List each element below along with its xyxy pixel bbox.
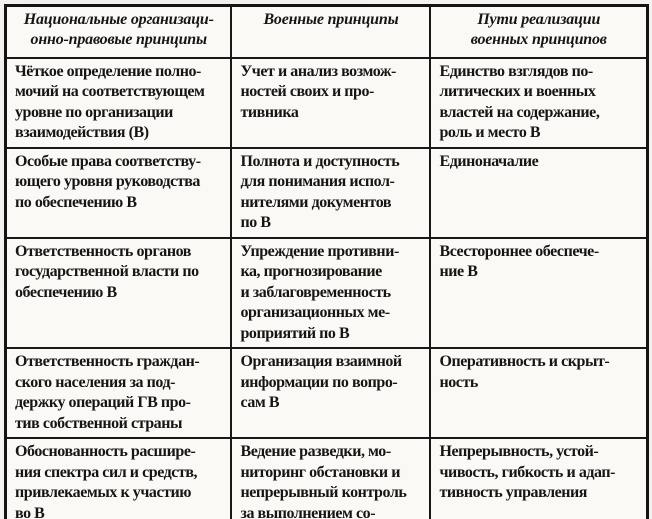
table-cell: Единство взглядов по- литических и военн… xyxy=(429,56,649,149)
table-header-row: Национальные организаци- онно-правовые п… xyxy=(4,4,649,59)
column-header-military-principles: Военные принципы xyxy=(230,4,432,59)
principles-table: Национальные организаци- онно-правовые п… xyxy=(4,4,649,519)
table-cell: Единоначалие xyxy=(429,146,649,239)
table-cell: Обоснованность расшире- ния спектра сил … xyxy=(4,437,233,519)
table-cell: Ответственность органов государственной … xyxy=(4,236,233,349)
table-row: Ответственность органов государственной … xyxy=(4,236,649,349)
table-cell: Чёткое определение полно- мочий на соотв… xyxy=(4,56,233,149)
table-cell: Упреждение противни- ка, прогнозирование… xyxy=(230,236,432,349)
table-cell: Всестороннее обеспече- ние В xyxy=(429,236,649,349)
table-cell: Ведение разведки, мо- ниторинг обстановк… xyxy=(230,437,432,519)
table-row: Особые права соответству- ющего уровня р… xyxy=(4,146,649,239)
table-cell: Ответственность граждан- ского населения… xyxy=(4,347,233,439)
table-row: Чёткое определение полно- мочий на соотв… xyxy=(4,56,649,149)
column-header-implementation-paths: Пути реализации военных принципов xyxy=(429,4,649,59)
table-row: Обоснованность расшире- ния спектра сил … xyxy=(4,437,649,519)
table-cell: Учет и анализ возмож- ностей своих и про… xyxy=(230,56,432,149)
column-header-national-legal-principles: Национальные организаци- онно-правовые п… xyxy=(4,4,233,59)
table-cell: Особые права соответству- ющего уровня р… xyxy=(4,146,233,239)
table-cell: Оперативность и скрыт- ность xyxy=(429,347,649,439)
table-row: Ответственность граждан- ского населения… xyxy=(4,347,649,439)
table-cell: Полнота и доступность для понимания испо… xyxy=(230,146,432,239)
table-cell: Организация взаимной информации по вопро… xyxy=(230,347,432,439)
table-cell: Непрерывность, устой- чивость, гибкость … xyxy=(429,437,649,519)
